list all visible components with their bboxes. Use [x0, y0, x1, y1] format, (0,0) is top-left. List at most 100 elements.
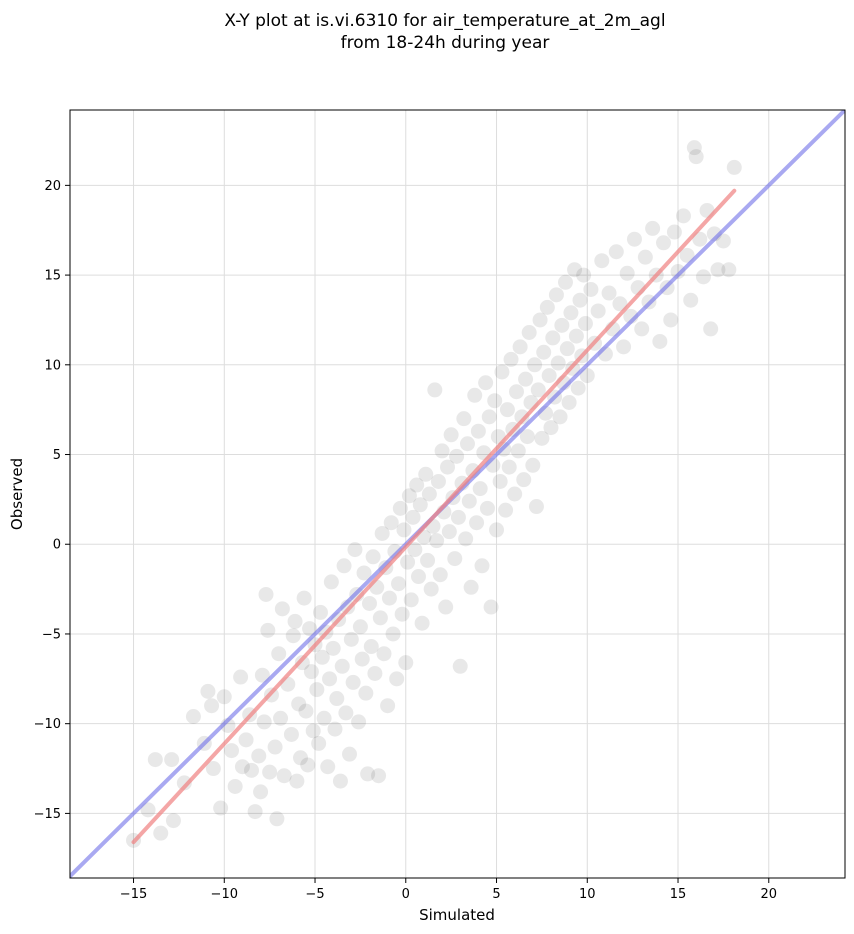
data-point [345, 674, 361, 690]
data-point [710, 262, 726, 278]
data-point [608, 244, 624, 260]
data-point [176, 775, 192, 791]
data-point [300, 757, 316, 773]
data-point [327, 721, 343, 737]
data-point [472, 481, 488, 497]
data-point [525, 457, 541, 473]
data-point [334, 658, 350, 674]
data-point [478, 375, 494, 391]
data-point [371, 768, 387, 784]
grid [70, 110, 845, 878]
data-point [140, 802, 156, 818]
data-point [234, 759, 250, 775]
data-point [227, 778, 243, 794]
data-point [213, 800, 229, 816]
data-point [467, 387, 483, 403]
data-point [405, 509, 421, 525]
data-point [579, 368, 595, 384]
data-point [481, 409, 497, 425]
data-point [410, 569, 426, 585]
data-point [463, 579, 479, 595]
y-tick-label: −10 [34, 717, 61, 732]
regression-line [131, 188, 737, 845]
data-point [302, 621, 318, 637]
data-point [507, 486, 523, 502]
data-point [200, 683, 216, 699]
data-point [561, 394, 577, 410]
data-point [273, 710, 289, 726]
data-point [440, 459, 456, 475]
data-point [568, 328, 584, 344]
data-point [243, 762, 259, 778]
data-point [351, 714, 367, 730]
y-axis-ticks: −15 −10 −5 0 5 10 15 20 [34, 179, 70, 822]
data-point [414, 615, 430, 631]
data-point [296, 590, 312, 606]
data-point [258, 586, 274, 602]
data-point [543, 420, 559, 436]
data-point [634, 321, 650, 337]
data-point [703, 321, 719, 337]
data-point [554, 317, 570, 333]
data-point [314, 649, 330, 665]
data-point [494, 364, 510, 380]
plot-frame [69, 109, 846, 879]
data-point [539, 299, 555, 315]
data-point [666, 224, 682, 240]
data-point [392, 500, 408, 516]
data-point [164, 752, 180, 768]
data-point [285, 628, 301, 644]
data-point [721, 262, 737, 278]
data-point [354, 651, 370, 667]
data-point [305, 723, 321, 739]
data-point [352, 619, 368, 635]
data-point [443, 427, 459, 443]
data-point [287, 613, 303, 629]
data-point [576, 267, 592, 283]
y-tick-label: 10 [44, 358, 61, 373]
data-point [389, 671, 405, 687]
data-point [552, 409, 568, 425]
data-point [489, 522, 505, 538]
data-point [374, 525, 390, 541]
data-point [254, 667, 270, 683]
chart-title-line-2: from 18-24h during year [341, 33, 550, 53]
data-point [381, 590, 397, 606]
data-point [303, 664, 319, 680]
x-axis-ticks: −15 −10 −5 0 5 10 15 20 [120, 878, 777, 902]
data-point [343, 631, 359, 647]
data-point [692, 231, 708, 247]
data-point [367, 665, 383, 681]
data-point [409, 477, 425, 493]
data-point [421, 486, 437, 502]
data-point [686, 140, 702, 156]
data-point [403, 592, 419, 608]
data-point [338, 705, 354, 721]
data-point [380, 698, 396, 714]
y-tick-label: 5 [53, 448, 61, 463]
data-point [441, 524, 457, 540]
data-point [456, 411, 472, 427]
data-point [461, 493, 477, 509]
data-point [450, 509, 466, 525]
data-point [510, 443, 526, 459]
data-point [238, 732, 254, 748]
data-point [260, 622, 276, 638]
data-point [570, 380, 586, 396]
data-point [294, 655, 310, 671]
data-point [204, 698, 220, 714]
data-points [126, 140, 742, 848]
data-point [274, 601, 290, 617]
data-point [423, 581, 439, 597]
data-point [637, 249, 653, 265]
data-point [626, 231, 642, 247]
data-point [185, 709, 201, 725]
data-point [251, 748, 267, 764]
data-point [332, 773, 348, 789]
data-point [519, 429, 535, 445]
data-point [656, 235, 672, 251]
data-point [407, 542, 423, 558]
data-point [358, 685, 374, 701]
data-point [501, 459, 517, 475]
data-point [320, 759, 336, 775]
